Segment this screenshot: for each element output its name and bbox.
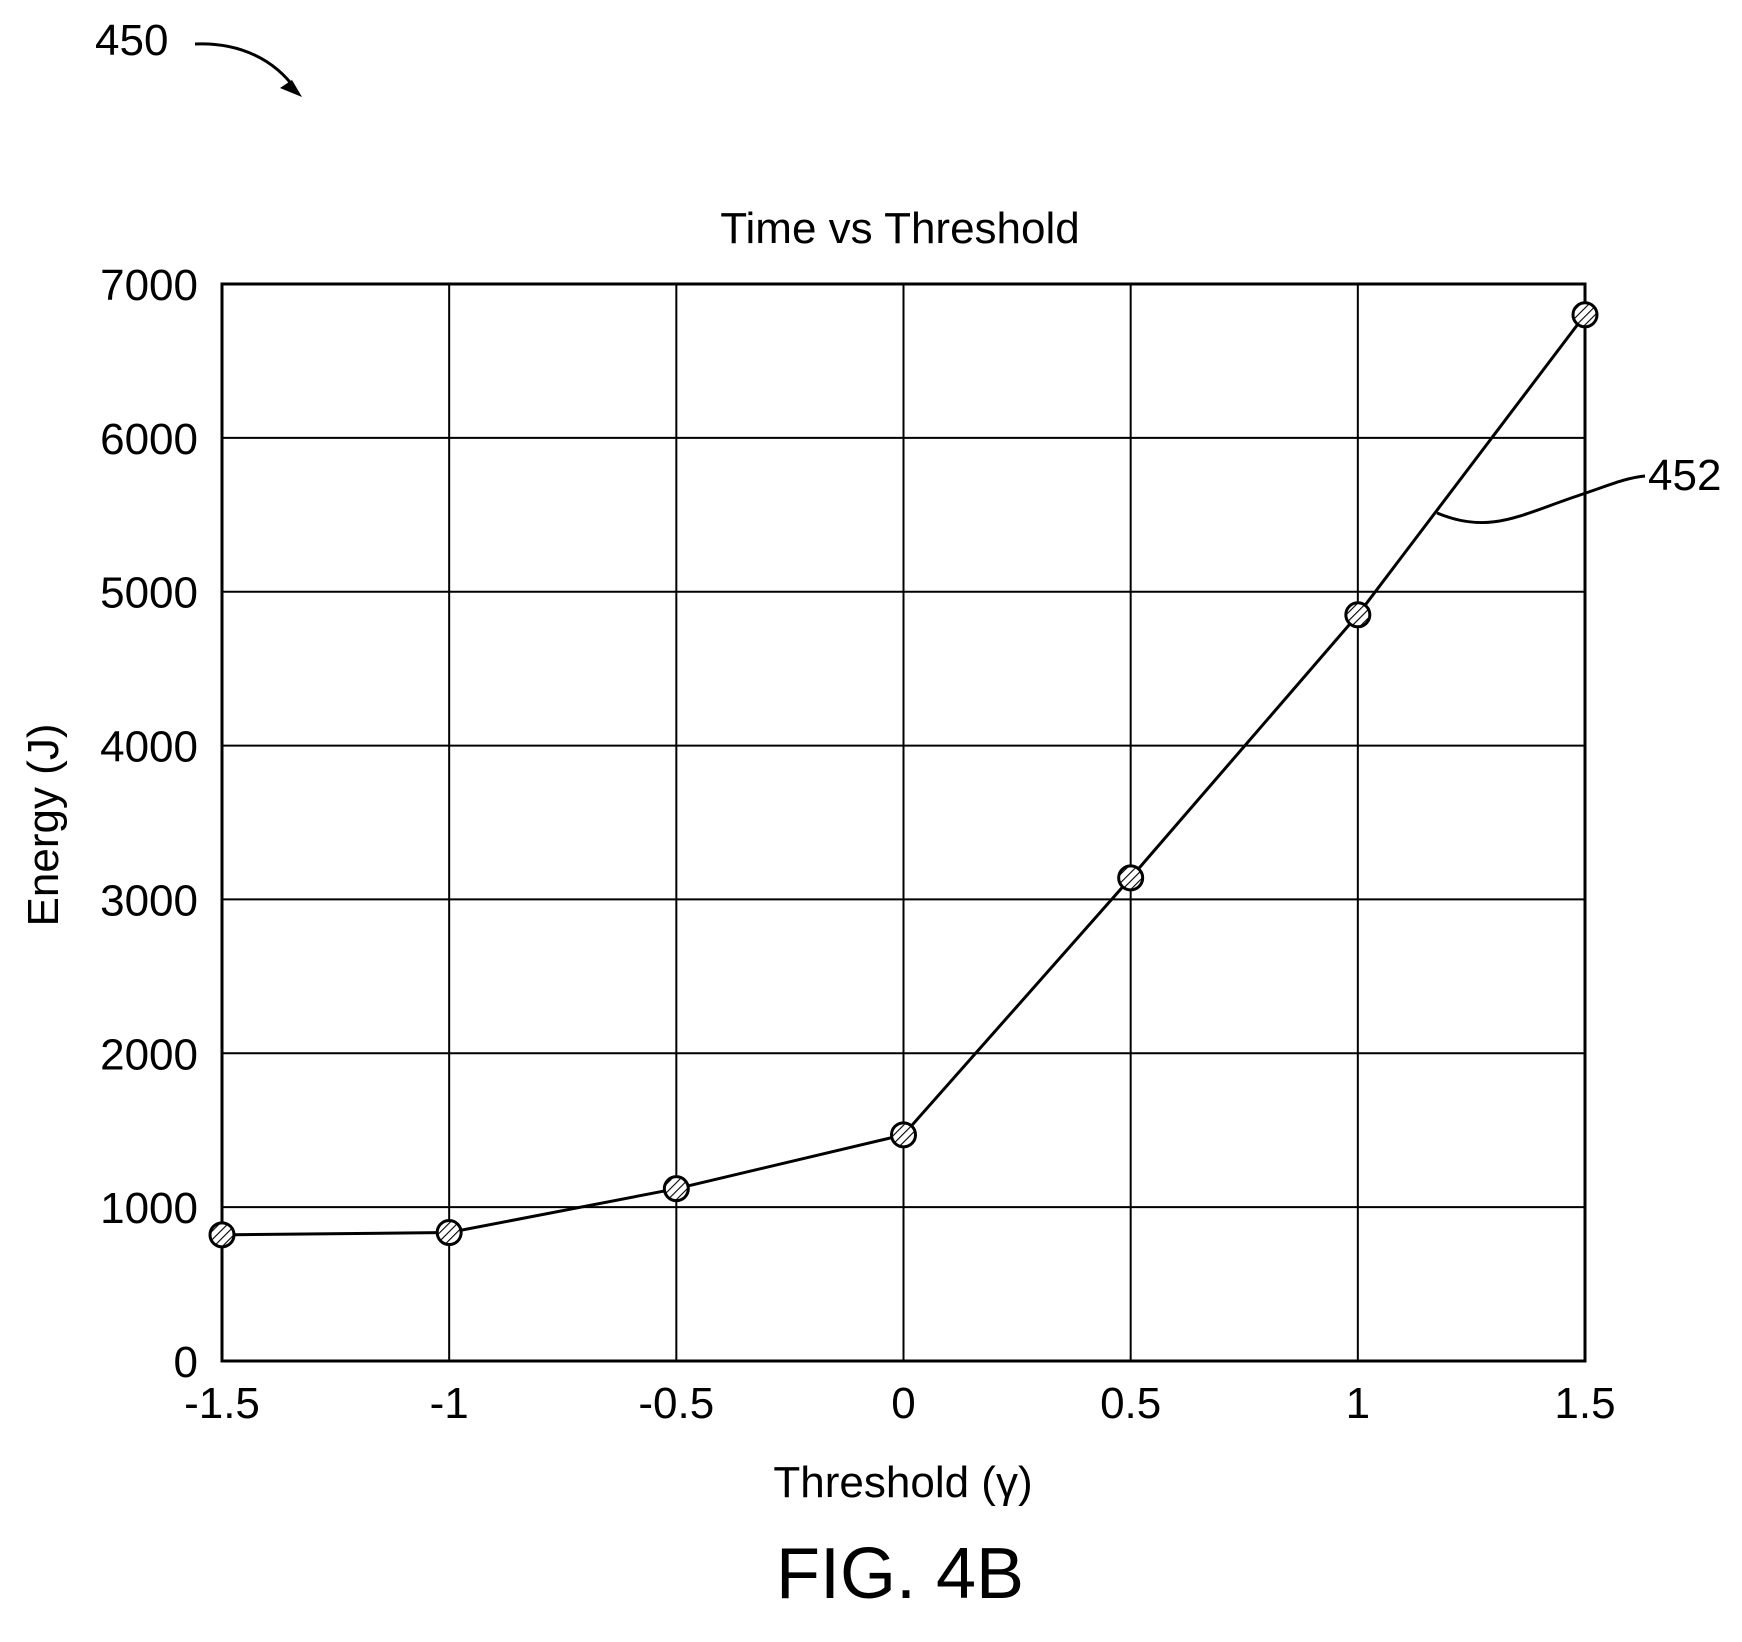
data-point — [890, 1121, 917, 1149]
data-point — [435, 1219, 463, 1247]
x-tick-labels: -1.5 -1 -0.5 0 0.5 1 1.5 — [184, 1379, 1616, 1428]
x-tick-label: -1.5 — [184, 1379, 260, 1428]
x-tick-label: -1 — [430, 1379, 469, 1428]
y-tick-label: 5000 — [100, 569, 198, 618]
y-tick-label: 1000 — [100, 1184, 198, 1233]
x-tick-label: 1 — [1346, 1379, 1370, 1428]
x-tick-label: 1.5 — [1554, 1379, 1615, 1428]
y-tick-label: 4000 — [100, 723, 198, 772]
figure-ref-arrow — [194, 42, 298, 91]
y-tick-label: 0 — [174, 1338, 198, 1387]
chart-title: Time vs Threshold — [720, 204, 1079, 253]
x-tick-label: 0.5 — [1100, 1379, 1161, 1428]
figure-ref-arrowhead — [280, 80, 302, 97]
plot-frame — [220, 282, 1587, 1363]
y-tick-label: 2000 — [100, 1030, 198, 1079]
data-point — [1344, 601, 1372, 629]
x-tick-label: 0 — [891, 1379, 915, 1428]
chart-grid — [220, 282, 1587, 1363]
data-point — [662, 1175, 690, 1203]
x-axis-label: Threshold (γ) — [773, 1458, 1032, 1507]
x-tick-label: -0.5 — [638, 1379, 714, 1428]
y-tick-label: 3000 — [100, 876, 198, 925]
y-tick-label: 6000 — [100, 415, 198, 464]
y-tick-label: 7000 — [100, 261, 198, 310]
data-point — [208, 1221, 236, 1249]
y-axis-label: Energy (J) — [19, 724, 68, 927]
y-tick-labels: 0 1000 2000 3000 4000 5000 6000 7000 — [100, 261, 198, 1387]
figure-caption: FIG. 4B — [776, 1534, 1024, 1614]
series-ref-leader — [1436, 474, 1646, 525]
figure-ref-label: 450 — [95, 16, 168, 65]
data-point — [1117, 864, 1145, 892]
series-ref-label: 452 — [1648, 451, 1721, 500]
data-point — [1571, 301, 1599, 329]
series-layer — [208, 301, 1599, 1249]
